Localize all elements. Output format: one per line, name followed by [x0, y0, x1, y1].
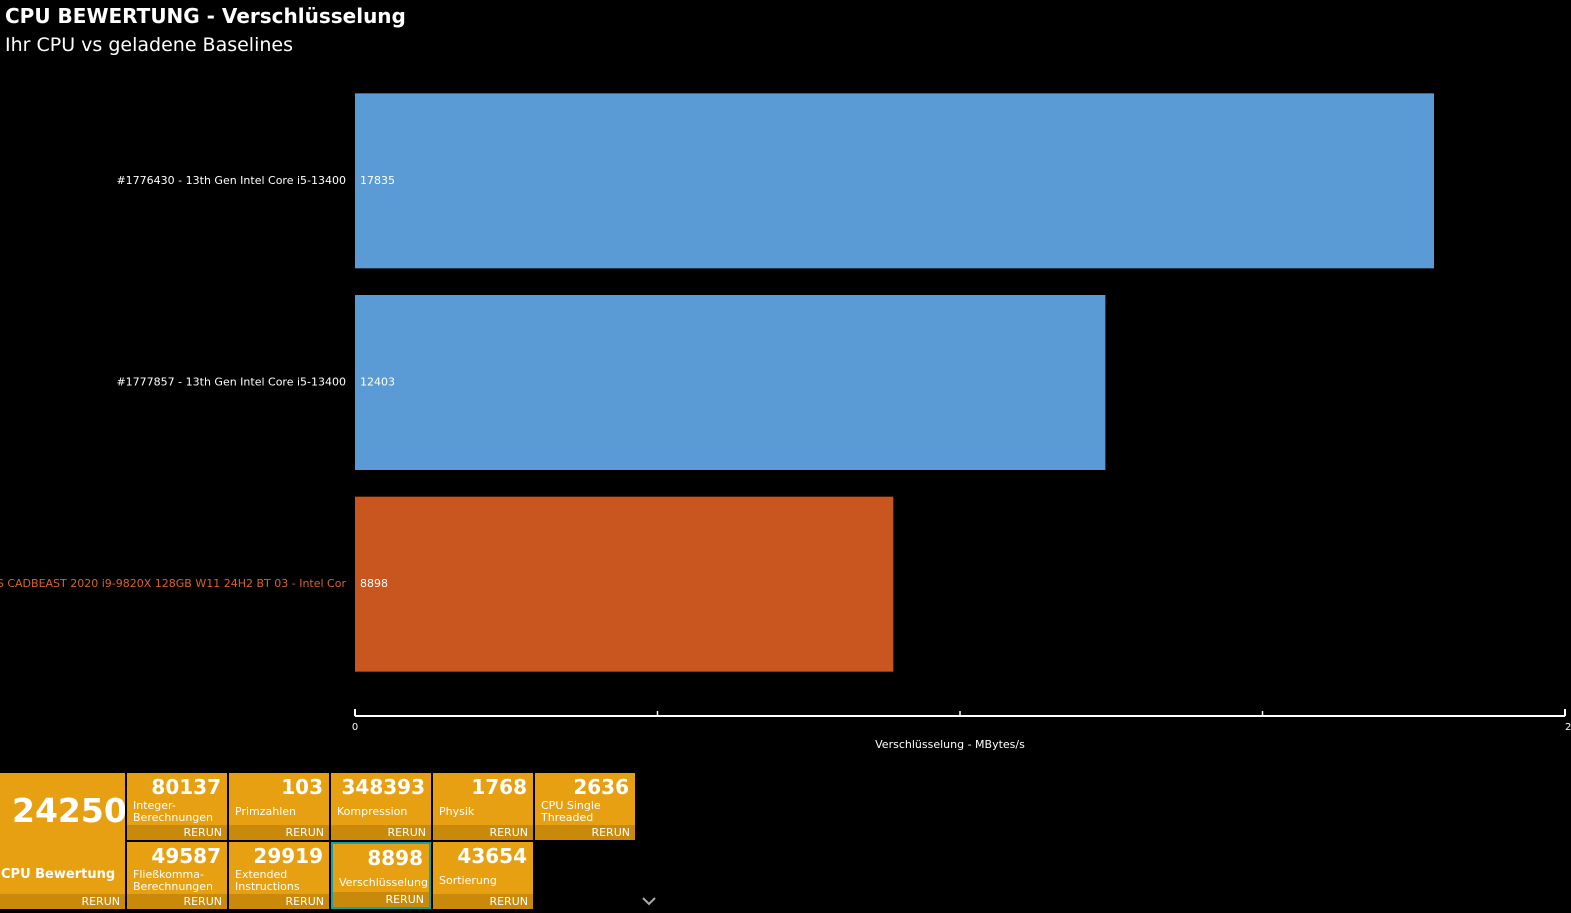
benchmark-tile[interactable]: 80137 Integer-Berechnungen RERUN	[127, 773, 227, 840]
tile-label: CPU Single Threaded	[541, 799, 601, 824]
tile-value: 43654	[457, 844, 527, 868]
benchmark-tile[interactable]: 43654 Sortierung RERUN	[433, 842, 533, 909]
tile-value: 8898	[367, 846, 423, 870]
tile-value: 348393	[341, 775, 426, 799]
value-label: 17835	[360, 174, 395, 187]
tile-label: Fließkomma-Berechnungen	[133, 868, 214, 893]
benchmark-tile[interactable]: 1768 Physik RERUN	[433, 773, 533, 840]
score-value: 24250	[12, 791, 125, 830]
rerun-button[interactable]: RERUN	[535, 825, 635, 840]
rerun-button[interactable]: RERUN	[229, 825, 329, 840]
tile-value: 103	[281, 775, 323, 799]
tile-value: 29919	[253, 844, 323, 868]
rerun-button[interactable]: RERUN	[433, 825, 533, 840]
tile-label: Verschlüsselung	[339, 876, 428, 889]
chart: 0 20000 Verschlüsselung - MBytes/s #1776430…	[0, 93, 1571, 751]
tile-value: 49587	[151, 844, 221, 868]
bar	[355, 295, 1106, 470]
rerun-button[interactable]: RERUN	[433, 894, 533, 909]
rerun-button[interactable]: RERUN	[229, 894, 329, 909]
value-label: 8898	[360, 577, 388, 590]
x-axis-label: Verschlüsselung - MBytes/s	[875, 738, 1025, 751]
rerun-button[interactable]: RERUN	[127, 894, 227, 909]
subtitle: Ihr CPU vs geladene Baselines	[5, 34, 293, 56]
category-label: #1777857 - 13th Gen Intel Core i5-13400	[116, 376, 346, 389]
x-tick-label: 20000	[1565, 722, 1571, 733]
value-label: 12403	[360, 376, 395, 389]
rerun-button[interactable]: RERUN	[333, 892, 429, 907]
bar	[355, 496, 894, 672]
tile-value: 2636	[573, 775, 629, 799]
chevron[interactable]	[640, 895, 660, 907]
benchmark-tile[interactable]: 348393 Kompression RERUN	[331, 773, 431, 840]
category-label: N-G-I-S CADBEAST 2020 i9-9820X 128GB W11…	[0, 577, 346, 590]
rerun-button[interactable]: RERUN	[331, 825, 431, 840]
tile-label: Physik	[439, 805, 475, 818]
tile-value: 1768	[471, 775, 527, 799]
title: CPU BEWERTUNG - Verschlüsselung	[5, 4, 406, 28]
score-tile[interactable]: 24250 CPU Bewertung RERUN	[0, 773, 125, 909]
benchmark-tile[interactable]: 8898 Verschlüsselung RERUN	[331, 842, 431, 909]
tile-label: Integer-Berechnungen	[133, 799, 214, 824]
benchmark-tile[interactable]: 103 Primzahlen RERUN	[229, 773, 329, 840]
tile-label: Sortierung	[439, 874, 497, 887]
tile-value: 80137	[151, 775, 221, 799]
tile-label: Kompression	[337, 805, 408, 818]
rerun-button[interactable]: RERUN	[0, 894, 125, 909]
benchmark-tile[interactable]: 2636 CPU Single Threaded RERUN	[535, 773, 635, 840]
category-label: #1776430 - 13th Gen Intel Core i5-13400	[116, 174, 346, 187]
x-tick-label: 0	[352, 722, 358, 733]
benchmark-tile[interactable]: 49587 Fließkomma-Berechnungen RERUN	[127, 842, 227, 909]
rerun-button[interactable]: RERUN	[127, 825, 227, 840]
tile-label: Primzahlen	[235, 805, 297, 818]
bar	[355, 93, 1435, 269]
score-label: CPU Bewertung	[1, 867, 116, 882]
